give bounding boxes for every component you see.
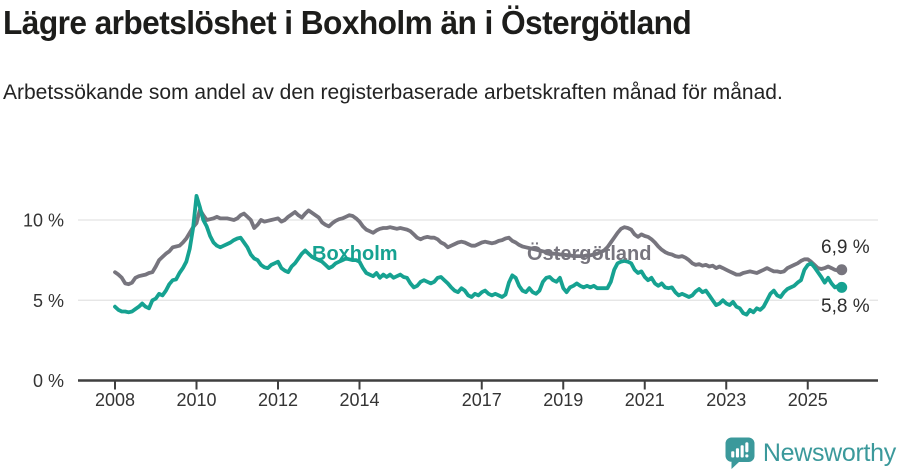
x-tick-label: 2010 (176, 390, 216, 410)
y-gridlines (78, 219, 878, 301)
x-axis (78, 379, 878, 390)
newsworthy-logo[interactable]: Newsworthy (725, 437, 896, 470)
x-tick-label: 2017 (462, 390, 502, 410)
x-tick-label: 2021 (625, 390, 665, 410)
series-label-östergötland: Östergötland (527, 242, 651, 265)
end-value-label-boxholm: 5,8 % (821, 296, 870, 317)
series-line-östergötland (113, 207, 844, 287)
chart-subtitle: Arbetssökande som andel av den registerb… (3, 81, 783, 104)
y-tick-label: 0 % (33, 371, 64, 391)
series-end-dot-östergötland (836, 264, 848, 276)
y-tick-label: 10 % (23, 211, 64, 231)
x-tick-label: 2023 (706, 390, 746, 410)
chart-title: Lägre arbetslöshet i Boxholm än i Österg… (3, 4, 692, 41)
x-tick-label: 2025 (788, 390, 828, 410)
newsworthy-speech-bubble-chart-icon (725, 437, 755, 469)
series-line-boxholm (113, 193, 844, 317)
chart-labels: 0 % 5 % 10 % 2008 2010 2012 2014 2017 2019 2021 20… (23, 211, 873, 411)
series-label-boxholm: Boxholm (312, 243, 398, 265)
x-tick-label: 2008 (95, 390, 135, 410)
y-tick-label: 5 % (33, 291, 64, 311)
series-lines (113, 193, 848, 317)
end-value-label-östergötland: 6,9 % (821, 237, 870, 258)
x-tick-label: 2019 (543, 390, 583, 410)
newsworthy-logo-text: Newsworthy (762, 439, 896, 467)
x-tick-label: 2014 (339, 390, 379, 410)
series-end-dot-boxholm (836, 281, 848, 293)
x-tick-label: 2012 (258, 390, 298, 410)
